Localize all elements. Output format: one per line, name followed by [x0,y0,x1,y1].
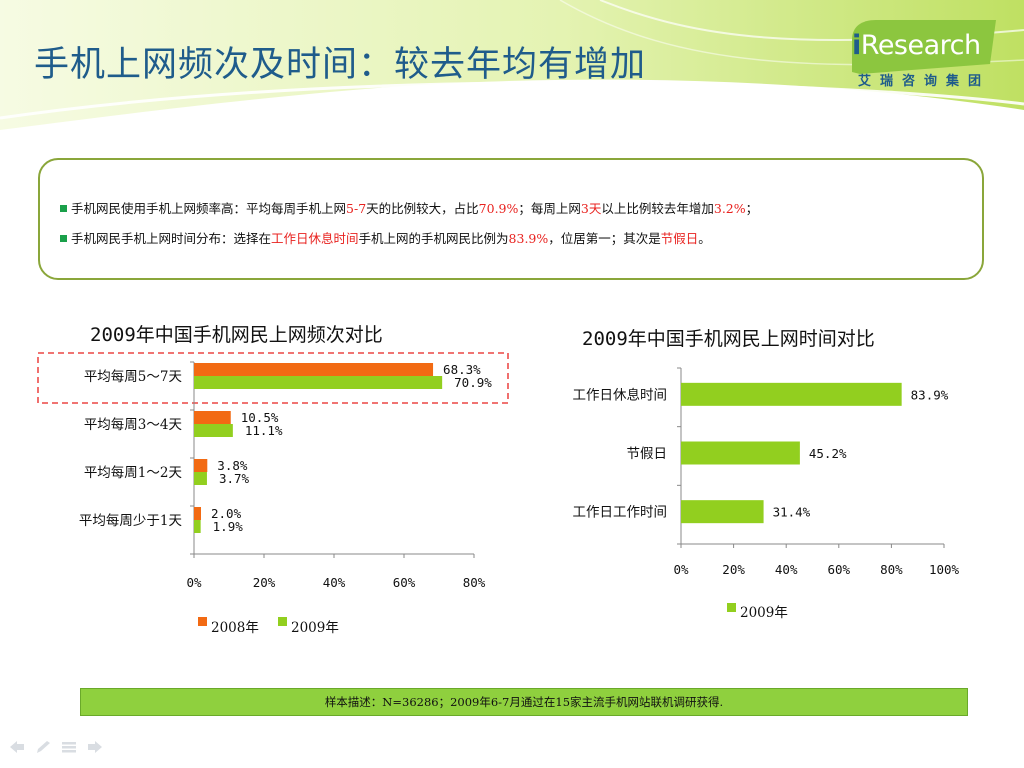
highlight-text: 3天 [580,201,602,216]
page-title: 手机上网频次及时间：较去年均有增加 [34,45,647,85]
logo-wordmark: iResearch [852,30,981,61]
x-tick-label: 0% [673,562,689,577]
summary-text: 。 [698,231,711,246]
logo-subtitle: 艾瑞咨询集团 [858,74,991,89]
category-label: 平均每周3～4天 [84,417,183,433]
summary-text: 手机网民手机上网时间分布：选择在 [71,231,272,246]
data-label: 2.0% [211,506,242,521]
summary-line-2: 手机网民手机上网时间分布：选择在工作日休息时间手机上网的手机网民比例为83.9%… [71,231,711,246]
data-label: 45.2% [809,446,847,461]
x-tick-label: 20% [722,562,745,577]
data-label: 10.5% [241,410,279,425]
slide-navigation[interactable] [8,740,104,754]
bullet-square-icon [60,235,67,242]
bar-2008年 [194,363,434,376]
highlight-text: 5-7 [346,201,367,216]
highlight-dashed-box [37,352,509,404]
bar-2008年 [194,459,208,472]
bar-2009年 [681,441,800,465]
category-label: 平均每周少于1天 [79,513,183,529]
bar-2009年 [681,500,764,524]
data-label: 3.8% [217,458,248,473]
x-tick-label: 80% [463,575,486,590]
iresearch-logo: iResearch 艾瑞咨询集团 [852,30,1002,90]
summary-text: 手机上网的手机网民比例为 [358,231,509,246]
chart-title-frequency: 2009年中国手机网民上网频次对比 [90,324,383,346]
next-slide-icon[interactable] [86,740,104,754]
data-label: 1.9% [213,519,244,534]
legend-label: 2009年 [740,605,788,621]
category-label: 节假日 [627,446,668,462]
highlight-text: 70.9% [478,201,519,216]
summary-text: 手机网民使用手机上网频率高：平均每周手机上网 [71,201,347,216]
summary-bullet-frequency: 手机网民使用手机上网频率高：平均每周手机上网5-7天的比例较大，占比70.9%；… [60,198,758,217]
summary-text: ； [745,201,759,216]
highlight-text: 节假日 [660,231,699,246]
sample-description-bar: 样本描述：N=36286；2009年6-7月通过在15家主流手机网站联机调研获得… [80,688,968,716]
x-tick-label: 20% [253,575,276,590]
summary-bullet-time: 手机网民手机上网时间分布：选择在工作日休息时间手机上网的手机网民比例为83.9%… [60,228,711,247]
x-tick-label: 60% [393,575,416,590]
summary-text: 天的比例较大，占比 [366,201,479,216]
legend-swatch [278,617,287,626]
bar-2008年 [194,411,231,424]
summary-box: 手机网民使用手机上网频率高：平均每周手机上网5-7天的比例较大，占比70.9%；… [38,158,984,280]
data-label: 68.3% [443,362,481,377]
bar-2009年 [681,382,902,406]
chart-title-time: 2009年中国手机网民上网时间对比 [582,328,875,350]
x-tick-label: 40% [323,575,346,590]
data-label: 11.1% [245,423,283,438]
highlight-text: 工作日休息时间 [271,231,359,246]
bar-2009年 [194,424,233,437]
pen-icon[interactable] [34,740,52,754]
summary-line-1: 手机网民使用手机上网频率高：平均每周手机上网5-7天的比例较大，占比70.9%；… [71,201,758,216]
x-tick-label: 60% [828,562,851,577]
data-label: 83.9% [911,387,949,402]
x-tick-label: 0% [186,575,202,590]
x-tick-label: 100% [929,562,960,577]
legend-label: 2009年 [291,620,339,636]
summary-text: 以上比例较去年增加 [601,201,714,216]
category-label: 工作日工作时间 [573,505,668,521]
highlight-text: 83.9% [508,231,549,246]
bullet-square-icon [60,205,67,212]
bar-2009年 [194,472,207,485]
category-label: 平均每周5～7天 [84,369,183,385]
menu-icon[interactable] [60,740,78,754]
bar-2009年 [194,520,201,533]
bar-2008年 [194,507,201,520]
legend-label: 2008年 [211,620,259,636]
data-label: 31.4% [773,505,811,520]
category-label: 平均每周1～2天 [84,465,183,481]
summary-text: ；每周上网 [518,201,581,216]
data-label: 70.9% [454,375,492,390]
header-background [0,0,1024,130]
x-tick-label: 80% [880,562,903,577]
legend-swatch [198,617,207,626]
previous-slide-icon[interactable] [8,740,26,754]
legend-swatch [727,603,736,612]
x-tick-label: 40% [775,562,798,577]
bar-2009年 [194,376,443,389]
summary-text: ，位居第一；其次是 [548,231,661,246]
data-label: 3.7% [219,471,250,486]
highlight-text: 3.2% [713,201,746,216]
category-label: 工作日休息时间 [573,386,668,403]
